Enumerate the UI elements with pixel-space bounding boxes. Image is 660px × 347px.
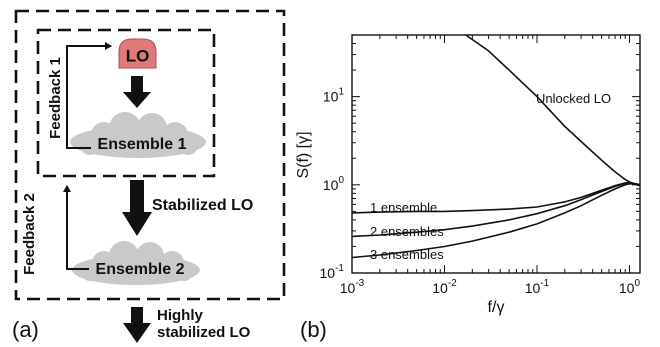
series-label-unlocked-lo: Unlocked LO [536, 91, 611, 106]
y-axis-label: S(f) [γ] [295, 131, 312, 178]
lo-label: LO [126, 46, 150, 65]
arrow-stabilized-lo [122, 180, 152, 236]
outer-feedback-box [14, 9, 286, 301]
chart-ticks [351, 34, 640, 274]
chart-series [351, 34, 641, 259]
series-line-3-ensembles [351, 182, 641, 259]
inner-feedback-box [36, 28, 216, 178]
y-tick-label-2: 101 [323, 87, 345, 105]
series-label-2-ensembles: 2 ensembles [370, 224, 444, 239]
stabilized-lo-label: Stabilized LO [152, 197, 253, 214]
feedback1-loop [66, 42, 112, 149]
x-tick-label-0: 10-3 [340, 278, 365, 296]
panel-b-chart: 10-3 10-2 10-1 100 10-1 100 101 Unlocked LO 1 … [295, 34, 641, 342]
chart-tick-labels: 10-3 10-2 10-1 100 10-1 100 101 [320, 87, 641, 296]
series-line-unlocked-lo [465, 34, 641, 186]
series-line-2-ensembles [351, 181, 641, 238]
arrow-highly-stabilized-lo [123, 307, 151, 343]
feedback2-label: Feedback 2 [21, 193, 38, 275]
y-tick-label-0: 10-1 [320, 263, 345, 281]
ensemble2-cloud [72, 241, 200, 285]
x-tick-label-3: 100 [619, 278, 641, 296]
highly-label-line2: stabilized LO [157, 324, 251, 341]
lo-shape [118, 38, 157, 69]
panel-b-label: (b) [300, 317, 327, 342]
highly-label-line1: Highly [157, 307, 203, 324]
x-axis-label: f/γ [488, 299, 505, 316]
panel-a-diagram: LO Ensemble 1 Feedback 1 Stabilized LO [12, 9, 286, 343]
x-tick-label-2: 10-1 [525, 278, 550, 296]
feedback1-label: Feedback 1 [47, 57, 64, 139]
y-tick-label-1: 100 [323, 175, 345, 193]
ensemble2-label: Ensemble 2 [96, 261, 185, 278]
feedback2-line [63, 185, 89, 270]
panel-a-label: (a) [12, 317, 39, 342]
arrow-lo-to-ensemble1 [123, 76, 151, 108]
ensemble1-label: Ensemble 1 [98, 136, 187, 153]
series-label-3-ensembles: 3 ensembles [370, 247, 444, 262]
ensemble1-cloud [70, 112, 206, 158]
x-tick-label-1: 10-2 [432, 278, 457, 296]
series-label-1-ensemble: 1 ensemble [370, 200, 437, 215]
plot-frame [351, 34, 641, 274]
